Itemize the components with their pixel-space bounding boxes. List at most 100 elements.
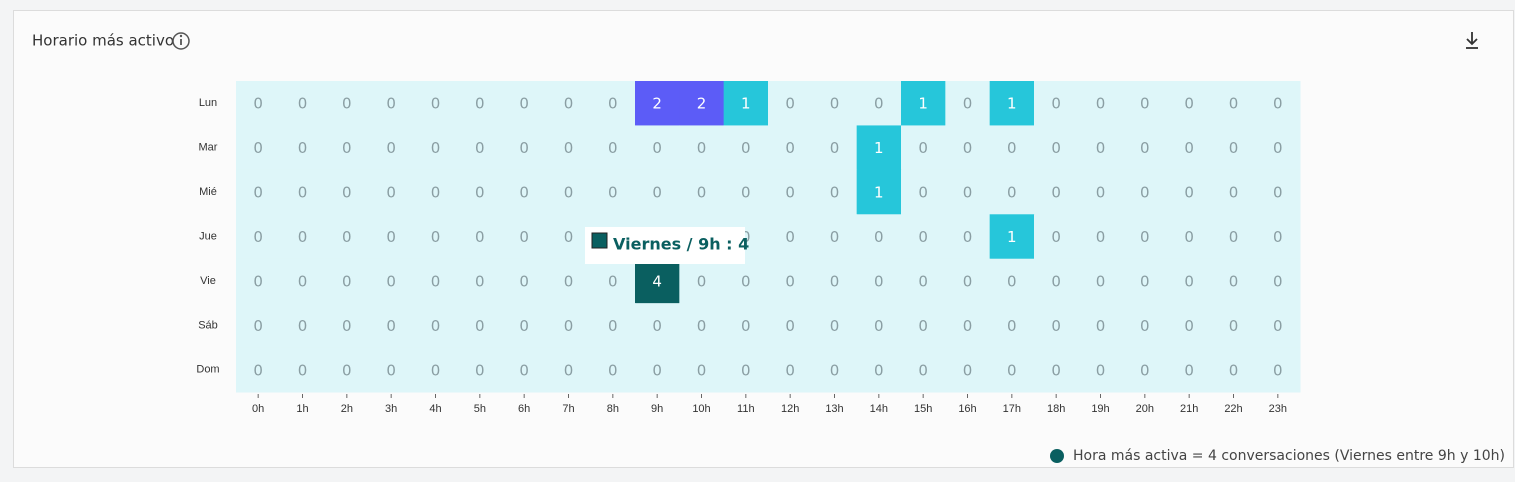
tooltip-box — [585, 227, 745, 264]
cell — [369, 303, 414, 349]
cell — [768, 214, 813, 260]
cell — [635, 169, 680, 215]
cell-label: 0 — [1229, 361, 1239, 379]
cell-label: 0 — [741, 184, 751, 202]
cell-label: 0 — [785, 228, 795, 246]
cell — [1211, 169, 1257, 215]
cell — [1255, 347, 1301, 393]
cell — [546, 81, 592, 126]
x-tick-label: 4h — [429, 403, 441, 415]
cell — [280, 81, 326, 126]
cell-label: 0 — [963, 317, 973, 335]
cell — [280, 258, 326, 304]
cell-label: 0 — [431, 317, 441, 335]
cell — [1167, 81, 1212, 126]
cell — [324, 214, 370, 260]
cell — [457, 81, 503, 126]
cell-label: 0 — [918, 361, 928, 379]
cell-label: 0 — [608, 317, 618, 335]
cell-label: 0 — [475, 228, 485, 246]
cell — [1211, 303, 1257, 349]
cell — [768, 125, 813, 171]
x-tick-label: 11h — [737, 403, 755, 415]
x-tick-label: 21h — [1180, 403, 1198, 415]
cell-label: 0 — [1273, 228, 1283, 246]
cell — [901, 303, 946, 349]
cell — [236, 169, 281, 215]
x-tick-label: 8h — [607, 403, 619, 415]
cell — [768, 258, 813, 304]
cell — [989, 125, 1035, 171]
cell-label: 0 — [1140, 228, 1150, 246]
cell — [369, 169, 414, 215]
cell-label: 0 — [564, 95, 574, 113]
cell — [413, 258, 459, 304]
cell-label: 0 — [1007, 139, 1017, 157]
cell — [989, 347, 1035, 393]
cell — [856, 214, 902, 260]
cell — [723, 81, 769, 126]
cell — [635, 303, 680, 349]
cell — [945, 258, 991, 304]
download-icon[interactable] — [1466, 32, 1478, 49]
cell — [324, 347, 370, 393]
x-tick-label: 3h — [385, 403, 397, 415]
cell — [679, 125, 725, 171]
x-tick-label: 17h — [1003, 403, 1021, 415]
cell — [413, 169, 459, 215]
x-tick-label: 16h — [958, 403, 976, 415]
cell-label: 0 — [652, 317, 662, 335]
cell-label: 1 — [741, 95, 751, 113]
y-tick-label: Lun — [199, 97, 217, 109]
tooltip: Viernes / 9h : 4 — [585, 227, 749, 264]
cell — [768, 169, 813, 215]
cell-label: 0 — [519, 139, 529, 157]
cell-label: 0 — [830, 228, 840, 246]
cell-label: 0 — [386, 95, 396, 113]
legend-text: Hora más activa = 4 conversaciones (Vier… — [1073, 448, 1505, 464]
cell-label: 0 — [608, 139, 618, 157]
cell-label: 0 — [652, 139, 662, 157]
cell-label: 0 — [830, 139, 840, 157]
cell — [1122, 214, 1168, 260]
info-icon[interactable] — [172, 32, 190, 50]
cell — [502, 347, 547, 393]
cell — [324, 303, 370, 349]
cell — [989, 303, 1035, 349]
cell-label: 0 — [298, 272, 308, 290]
cell-label: 0 — [431, 361, 441, 379]
x-tick-label: 15h — [914, 403, 932, 415]
cell-label: 0 — [1096, 184, 1106, 202]
cell-label: 0 — [918, 139, 928, 157]
cell-label: 1 — [874, 139, 884, 157]
x-tick-label: 10h — [692, 403, 710, 415]
cell — [812, 169, 858, 215]
cell-label: 0 — [1184, 95, 1194, 113]
cell — [901, 125, 946, 171]
cell-label: 0 — [564, 228, 574, 246]
cell — [236, 81, 281, 126]
cell — [1078, 347, 1124, 393]
cell — [502, 258, 547, 304]
cell — [856, 303, 902, 349]
cell-label: 0 — [785, 361, 795, 379]
chart-title: Horario más activo — [32, 32, 174, 50]
cell-label: 0 — [475, 317, 485, 335]
x-tick-label: 7h — [562, 403, 574, 415]
cell-label: 0 — [431, 95, 441, 113]
cell-label: 0 — [1096, 139, 1106, 157]
cell — [457, 303, 503, 349]
cell-label: 0 — [785, 317, 795, 335]
cell — [945, 347, 991, 393]
cell — [1167, 303, 1212, 349]
cell-label: 0 — [1140, 361, 1150, 379]
cell — [812, 81, 858, 126]
cell — [945, 125, 991, 171]
cell — [812, 214, 858, 260]
cell — [812, 303, 858, 349]
cell-label: 0 — [431, 272, 441, 290]
cell — [1122, 347, 1168, 393]
cell-label: 0 — [342, 139, 352, 157]
cell-label: 0 — [1051, 139, 1061, 157]
